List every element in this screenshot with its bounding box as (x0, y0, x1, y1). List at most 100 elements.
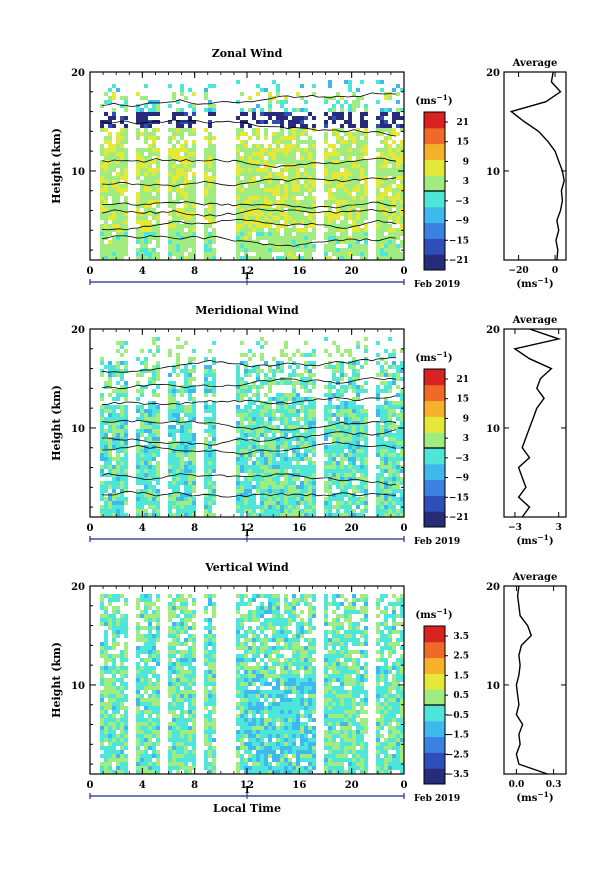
average-title: Average (512, 315, 558, 326)
heatmap-cell (212, 461, 216, 465)
heatmap-cell (352, 240, 356, 244)
heatmap-cell (168, 429, 172, 433)
heatmap-cell (292, 136, 296, 140)
heatmap-cell (144, 365, 148, 369)
heatmap-cell (156, 509, 160, 513)
heatmap-cell (100, 188, 104, 192)
heatmap-cell (204, 389, 208, 393)
heatmap-cell (360, 152, 364, 156)
heatmap-cell (144, 457, 148, 461)
heatmap-cell (148, 108, 152, 112)
heatmap-cell (156, 244, 160, 248)
heatmap-cell (136, 662, 140, 666)
heatmap-cell (388, 409, 392, 413)
heatmap-cell (312, 469, 316, 473)
heatmap-cell (388, 401, 392, 405)
heatmap-cell (304, 369, 308, 373)
heatmap-cell (388, 240, 392, 244)
heatmap-cell (272, 172, 276, 176)
heatmap-cell (312, 501, 316, 505)
heatmap-cell (248, 136, 252, 140)
heatmap-cell (192, 369, 196, 373)
heatmap-cell (148, 598, 152, 602)
heatmap-cell (236, 413, 240, 417)
heatmap-cell (100, 730, 104, 734)
heatmap-cell (284, 168, 288, 172)
heatmap-cell (192, 244, 196, 248)
heatmap-cell (360, 256, 364, 260)
heatmap-cell (136, 216, 140, 220)
heatmap-cell (188, 429, 192, 433)
heatmap-cell (148, 626, 152, 630)
heatmap-cell (336, 417, 340, 421)
heatmap-cell (340, 377, 344, 381)
heatmap-cell (308, 224, 312, 228)
heatmap-cell (144, 228, 148, 232)
heatmap-cell (148, 136, 152, 140)
heatmap-cell (156, 136, 160, 140)
heatmap-cell (188, 505, 192, 509)
heatmap-cell (124, 674, 128, 678)
heatmap-cell (104, 509, 108, 513)
heatmap-cell (288, 120, 292, 124)
heatmap-cell (100, 714, 104, 718)
heatmap-cell (116, 642, 120, 646)
heatmap-cell (108, 361, 112, 365)
heatmap-cell (300, 120, 304, 124)
heatmap-cell (308, 248, 312, 252)
heatmap-cell (104, 722, 108, 726)
heatmap-cell (148, 236, 152, 240)
heatmap-cell (116, 184, 120, 188)
heatmap-cell (292, 228, 296, 232)
heatmap-cell (340, 232, 344, 236)
heatmap-cell (328, 461, 332, 465)
heatmap-cell (376, 505, 380, 509)
heatmap-cell (204, 252, 208, 256)
heatmap-cell (184, 160, 188, 164)
heatmap-cell (304, 465, 308, 469)
heatmap-cell (352, 509, 356, 513)
heatmap-cell (300, 148, 304, 152)
heatmap-cell (188, 232, 192, 236)
heatmap-cell (188, 192, 192, 196)
heatmap-cell (340, 449, 344, 453)
heatmap-cell (104, 365, 108, 369)
heatmap-cell (176, 357, 180, 361)
heatmap-cell (112, 164, 116, 168)
heatmap-cell (192, 365, 196, 369)
heatmap-cell (120, 168, 124, 172)
heatmap-cell (376, 172, 380, 176)
heatmap-cell (244, 405, 248, 409)
heatmap-cell (356, 88, 360, 92)
heatmap-cell (120, 120, 124, 124)
heatmap-cell (292, 481, 296, 485)
heatmap-cell (288, 196, 292, 200)
heatmap-cell (212, 441, 216, 445)
heatmap-cell (292, 256, 296, 260)
colorbar-swatch (424, 254, 445, 270)
heatmap-cell (296, 381, 300, 385)
heatmap-cell (156, 349, 160, 353)
heatmap-cell (312, 489, 316, 493)
heatmap-cell (340, 188, 344, 192)
heatmap-cell (192, 148, 196, 152)
heatmap-cell (256, 212, 260, 216)
heatmap-cell (192, 485, 196, 489)
heatmap-cell (388, 417, 392, 421)
heatmap-cell (140, 349, 144, 353)
heatmap-cell (308, 489, 312, 493)
heatmap-cell (116, 397, 120, 401)
heatmap-cell (156, 489, 160, 493)
heatmap-cell (212, 228, 216, 232)
heatmap-cell (268, 180, 272, 184)
heatmap-cell (396, 152, 400, 156)
heatmap-cell (284, 461, 288, 465)
heatmap-cell (140, 610, 144, 614)
heatmap-cell (244, 212, 248, 216)
heatmap-cell (152, 638, 156, 642)
heatmap-cell (344, 156, 348, 160)
heatmap-cell (120, 670, 124, 674)
heatmap-cell (184, 469, 188, 473)
heatmap-cell (148, 505, 152, 509)
heatmap-cell (120, 345, 124, 349)
